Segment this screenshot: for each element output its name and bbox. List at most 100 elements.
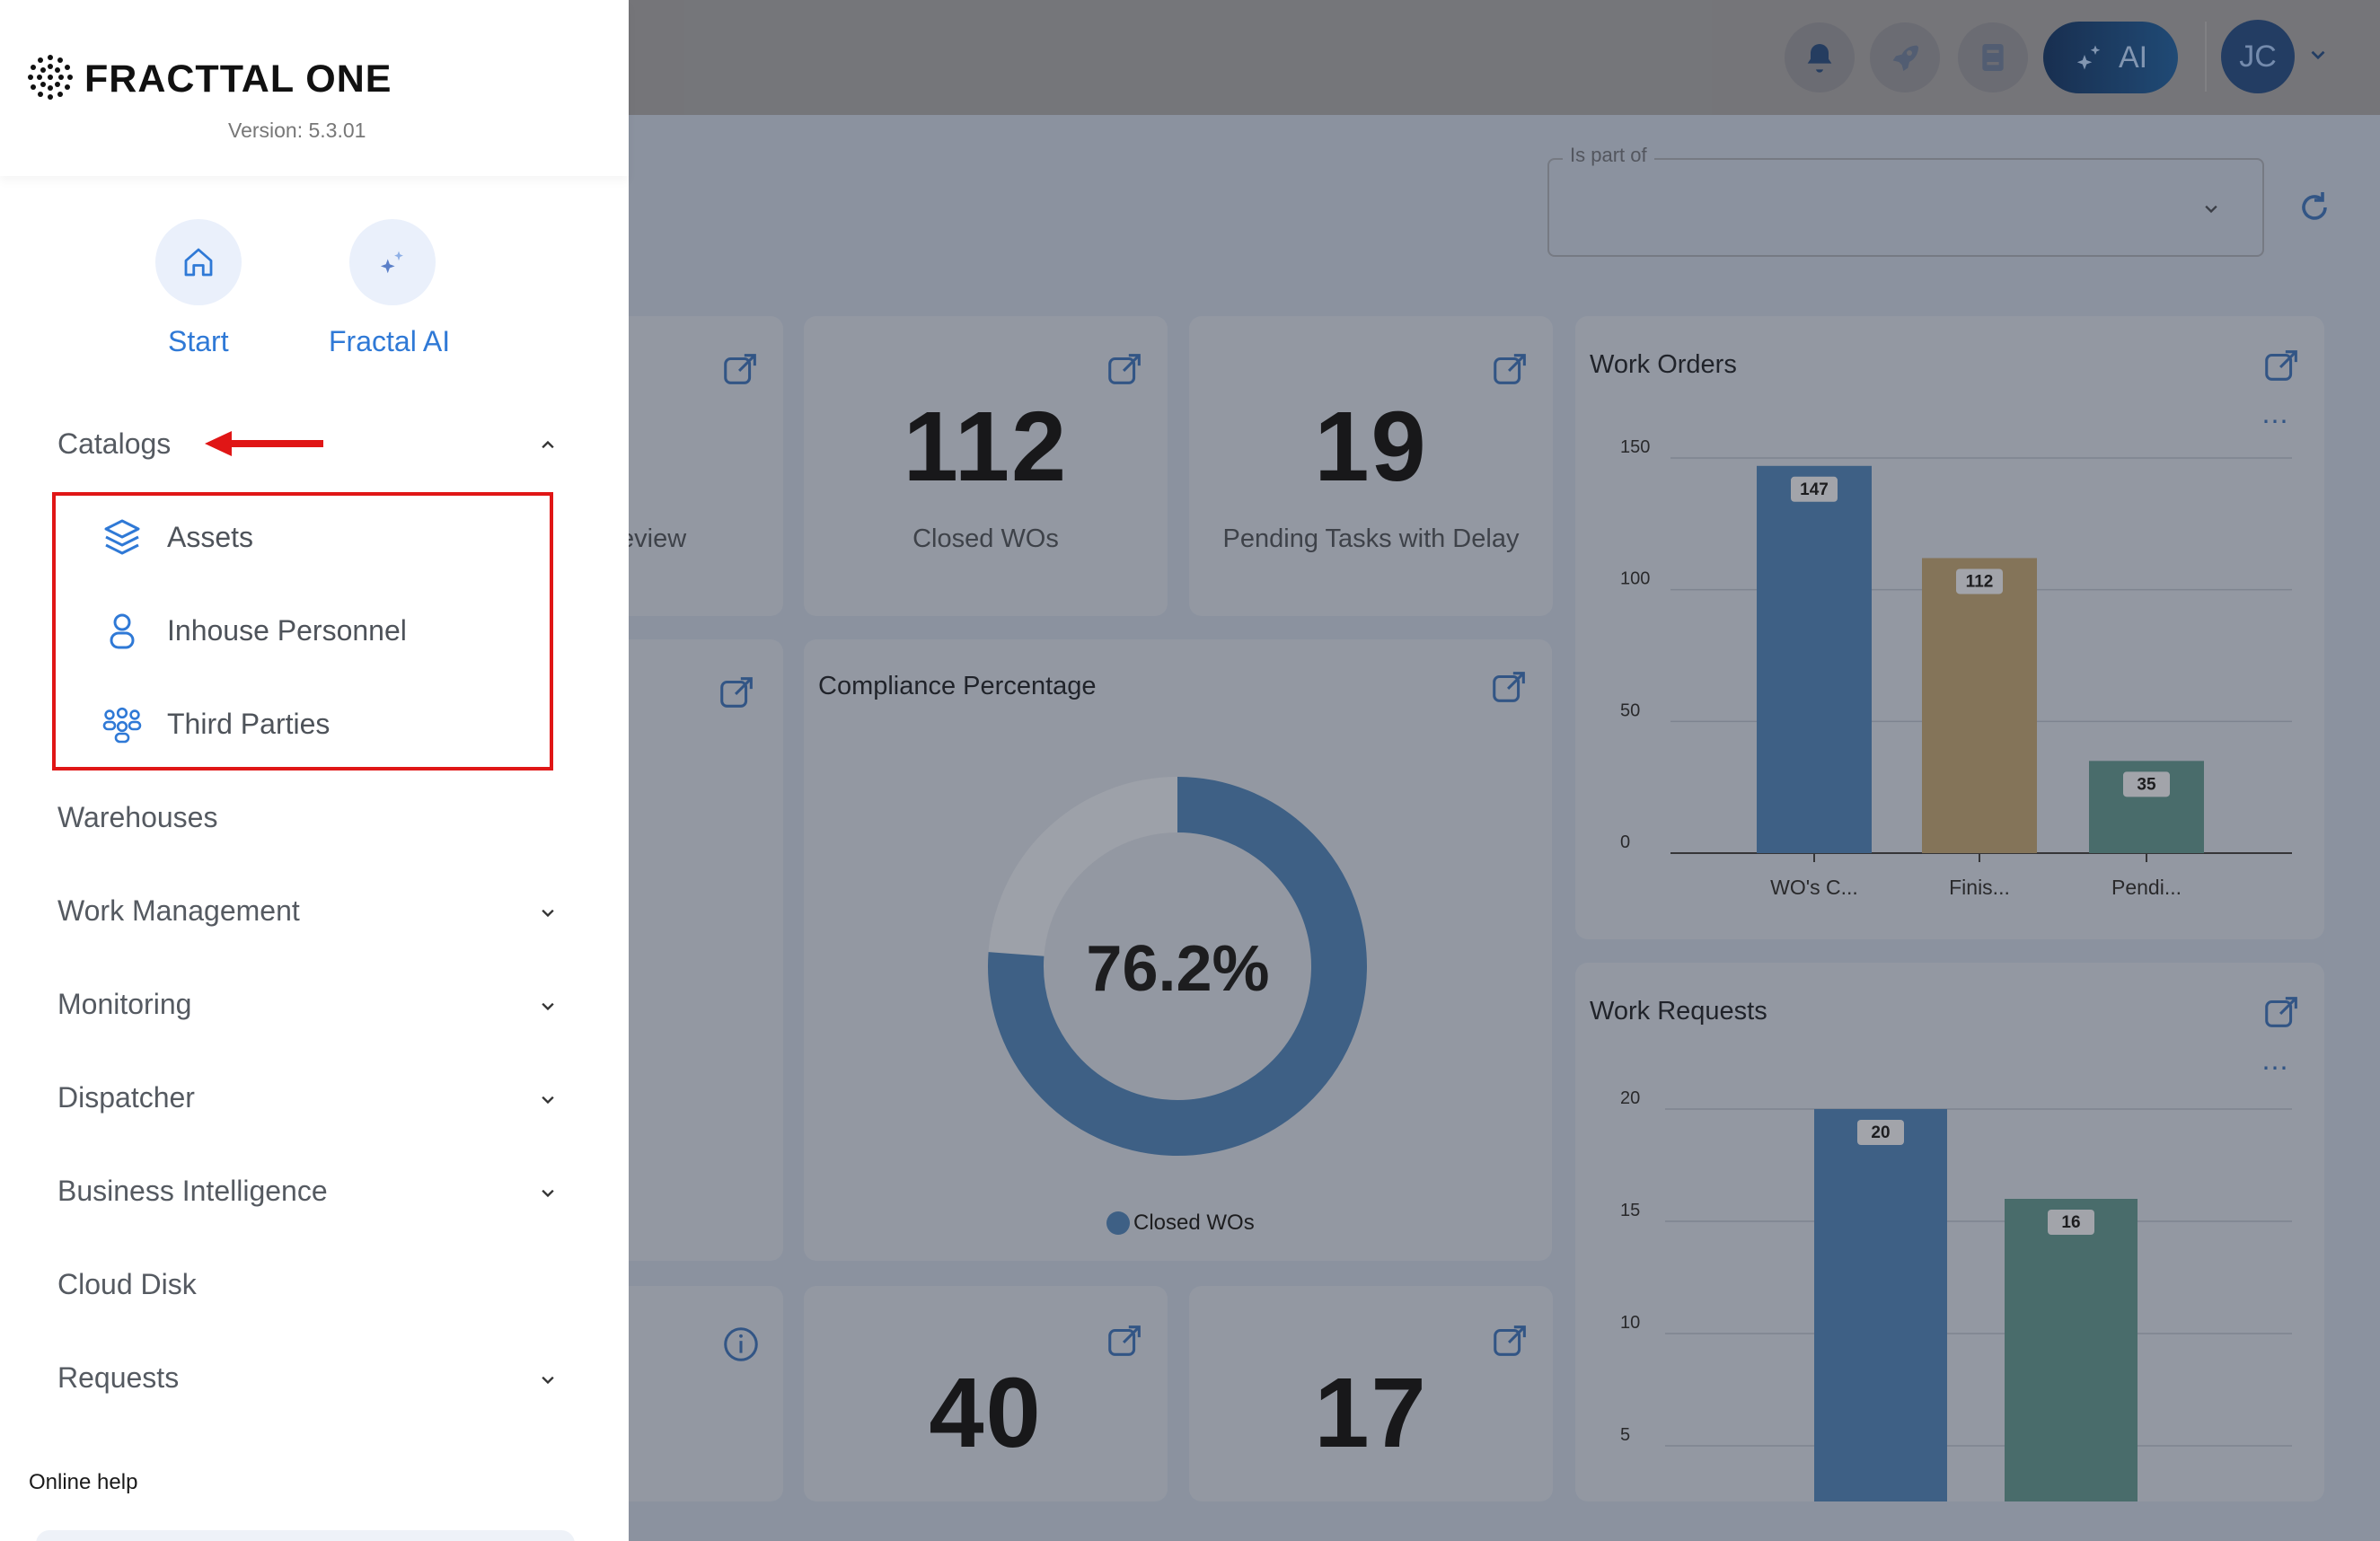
chart-title: Compliance Percentage [818,672,1097,700]
menu-third-parties[interactable]: Third Parties [167,708,331,740]
start-label[interactable]: Start [168,325,229,357]
navigation-drawer: FRACTTAL ONE Version: 5.3.01 Start Fract… [0,0,629,1541]
legend-swatch [1106,1211,1130,1235]
logo-dot [38,92,43,97]
chevron-down-icon[interactable] [2199,196,2224,221]
logo-dot [57,92,63,97]
chevron-down-icon[interactable] [535,1367,560,1392]
work-requests-card: Work Requests ⋯ 5 10 15 20 20 16 [1575,963,2324,1501]
highlight-box [52,492,553,770]
fractal-ai-button[interactable] [349,219,436,305]
arrow-left-icon [205,431,323,456]
fractal-ai-label[interactable]: Fractal AI [329,325,451,357]
data-label: 16 [2061,1213,2080,1232]
chevron-down-icon[interactable] [535,900,560,925]
open-external-icon[interactable] [1105,1320,1146,1361]
logo-dot [57,57,63,63]
logo-dot [55,82,60,87]
app-version: Version: 5.3.01 [228,119,366,142]
chevron-down-icon[interactable] [535,1180,560,1205]
x-tick-label: Finis... [1949,876,2010,899]
menu-assets[interactable]: Assets [167,521,254,553]
fracttal-logo-icon [28,55,73,100]
docs-button[interactable] [1958,22,2028,92]
kpi-label: Pending Tasks with Delay [1222,524,1520,553]
menu-warehouses[interactable]: Warehouses [57,801,218,833]
group-icon [102,707,142,744]
open-external-icon[interactable] [2261,991,2303,1033]
menu-monitoring[interactable]: Monitoring [57,988,192,1020]
open-external-icon[interactable] [1489,666,1530,708]
bar [1757,465,1872,853]
logo-dot [48,64,53,69]
info-icon[interactable] [720,1324,762,1365]
drawer-header: FRACTTAL ONE Version: 5.3.01 [0,0,629,176]
logo-dot [48,94,53,100]
menu-requests[interactable]: Requests [57,1361,180,1394]
launch-button[interactable] [1870,22,1940,92]
menu-catalogs[interactable]: Catalogs [57,427,172,460]
menu-cloud-disk[interactable]: Cloud Disk [57,1268,197,1300]
ai-button[interactable]: AI [2043,22,2178,93]
open-external-icon[interactable] [1490,348,1531,390]
start-button[interactable] [155,219,242,305]
data-label-bg [1956,568,2003,594]
logo-dot [31,84,36,90]
online-help-label: Online help [29,1470,138,1494]
refresh-icon[interactable] [2293,186,2336,229]
data-label: 20 [1871,1123,1890,1142]
sparkle-icon [2076,45,2101,70]
kpi-card-pending-delay[interactable]: 19 Pending Tasks with Delay [1189,316,1553,616]
is-part-of-label: Is part of [1563,144,1654,167]
chart-legend: Closed WOs [1106,1211,1255,1236]
logo-dot [28,75,33,80]
logo-dot [48,85,53,91]
kpi-label: Closed WOs [912,524,1059,553]
kpi-card-40[interactable]: 40 [804,1286,1168,1501]
open-external-icon[interactable] [1105,348,1146,390]
menu-inhouse-personnel[interactable]: Inhouse Personnel [167,614,407,647]
more-options-icon[interactable]: ⋯ [2261,1053,2290,1083]
data-label-bg [1791,476,1838,502]
menu-work-management[interactable]: Work Management [57,894,300,927]
open-external-icon[interactable] [720,348,762,390]
open-external-icon[interactable] [2261,345,2303,386]
chevron-up-icon[interactable] [535,433,560,458]
modal-backdrop[interactable] [629,0,2380,1541]
avatar[interactable]: JC [2221,20,2295,93]
x-tick-label: Pendi... [2111,876,2182,899]
y-tick-label: 150 [1620,437,1650,457]
open-external-icon[interactable] [1490,1320,1531,1361]
menu-dispatcher[interactable]: Dispatcher [57,1081,195,1114]
y-tick-label: 5 [1620,1425,1630,1445]
bar [1922,558,2037,853]
topbar-divider [2205,22,2207,92]
data-label: 112 [1966,572,1994,591]
is-part-of-select[interactable] [1547,158,2264,257]
avatar-initials: JC [2239,39,2277,74]
rocket-icon [1892,45,1918,71]
chevron-down-icon[interactable] [535,1087,560,1112]
ai-label: AI [2118,40,2148,75]
more-options-icon[interactable]: ⋯ [2261,407,2290,436]
work-orders-bar-chart: 0 50 100 150 147 WO's C... 112 Finis... 35 Pendi.… [1620,437,2292,899]
y-tick-label: 15 [1620,1201,1640,1220]
open-external-icon[interactable] [717,672,758,713]
kpi-card-closed-wos[interactable]: 112 Closed WOs [804,316,1168,616]
menu-business-intelligence[interactable]: Business Intelligence [57,1175,328,1207]
chart-title: Work Orders [1590,350,1737,379]
logo-dot [38,57,43,63]
chevron-down-icon[interactable] [535,993,560,1018]
work-orders-card: Work Orders ⋯ 0 50 100 150 147 WO's C... 112 Fi… [1575,316,2324,939]
notifications-button[interactable] [1785,22,1855,92]
logo-dot [40,67,46,73]
data-label-bg [1857,1120,1904,1145]
logo-dot [40,82,46,87]
x-tick-label: WO's C... [1770,876,1858,899]
kpi-value: 112 [903,392,1069,502]
compliance-donut [988,777,1367,1156]
logo-dot [65,65,70,70]
kpi-card-17[interactable]: 17 [1189,1286,1553,1501]
chevron-down-icon[interactable] [2306,43,2330,66]
online-help-input[interactable] [36,1530,575,1541]
